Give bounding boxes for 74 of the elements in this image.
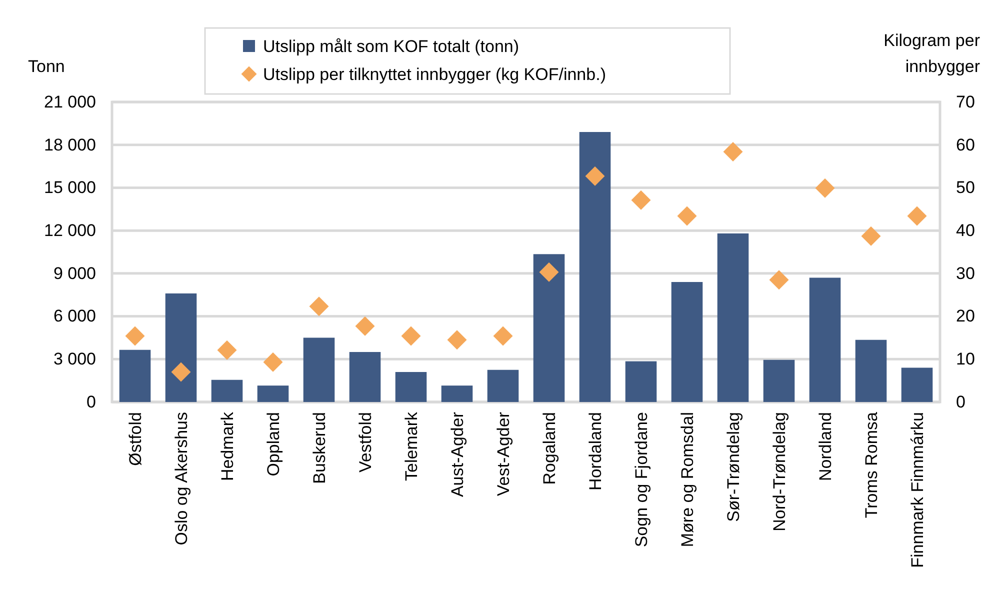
x-tick-label: Vest-Agder [494, 412, 513, 496]
bar [165, 293, 197, 402]
point [355, 316, 375, 336]
y2-tick-label: 20 [956, 306, 975, 326]
y2-tick-label: 40 [956, 221, 975, 240]
point [769, 270, 789, 290]
y2-tick-label: 30 [956, 264, 975, 283]
x-tick-label: Hordaland [586, 412, 605, 490]
bar [349, 352, 381, 402]
y-tick-label: 12 000 [44, 221, 96, 240]
bar [441, 386, 473, 402]
x-tick-label: Telemark [402, 412, 421, 481]
point [585, 166, 605, 186]
point [493, 326, 513, 346]
bar [257, 386, 289, 402]
y2-tick-label: 70 [956, 92, 975, 112]
point [401, 326, 421, 346]
bar [119, 350, 151, 402]
x-tick-label: Nordland [816, 412, 835, 481]
point [125, 326, 145, 346]
y-tick-label: 9 000 [53, 264, 96, 283]
y2-tick-label: 50 [956, 178, 975, 198]
point [861, 226, 881, 246]
bar [671, 282, 703, 402]
x-tick-label: Hedmark [218, 412, 237, 481]
x-tick-label: Troms Romsa [862, 411, 881, 518]
bar [901, 368, 933, 402]
point [309, 296, 329, 316]
y2-axis-title: Kilogram per innbygger [884, 31, 980, 76]
y-tick-label: 15 000 [44, 178, 96, 198]
x-tick-label: Østfold [126, 412, 145, 466]
bar [303, 338, 335, 402]
bar [855, 340, 887, 402]
bar [533, 254, 565, 402]
legend-label: Utslipp målt som KOF totalt (tonn) [263, 36, 520, 56]
y2-tick-label: 60 [956, 135, 975, 154]
y2-tick-label: 10 [956, 350, 975, 369]
point [907, 206, 927, 226]
x-tick-label: Aust-Agder [448, 412, 467, 498]
bar [717, 233, 749, 402]
x-tick-label: Sogn og Fjordane [632, 412, 651, 548]
y2-tick-label: 0 [956, 392, 966, 412]
point [815, 178, 835, 198]
bar [395, 372, 427, 402]
point [263, 352, 283, 372]
point [723, 142, 743, 162]
bar [625, 361, 657, 402]
point [171, 362, 191, 382]
x-tick-label: Oppland [264, 412, 283, 476]
x-tick-label: Vestfold [356, 412, 375, 472]
point [447, 330, 467, 350]
bar [579, 132, 611, 402]
y-tick-label: 21 000 [44, 92, 96, 112]
x-tick-label: Sør-Trøndelag [724, 412, 743, 522]
bar [809, 278, 841, 402]
x-tick-label: Buskerud [310, 412, 329, 484]
x-tick-label: Oslo og Akershus [172, 412, 191, 546]
y-tick-label: 3 000 [53, 350, 96, 369]
bar [487, 370, 519, 402]
point [217, 340, 237, 360]
point [539, 262, 559, 282]
bar [763, 360, 795, 402]
point [677, 206, 697, 226]
x-tick-label: Møre og Romsdal [678, 412, 697, 548]
y-tick-label: 18 000 [44, 135, 96, 154]
point [631, 190, 651, 210]
x-tick-label: Finnmark Finnmárku [908, 412, 927, 568]
y-axis-title: Tonn [28, 57, 65, 76]
bar [211, 380, 243, 402]
y-tick-label: 0 [86, 392, 96, 412]
x-tick-label: Nord-Trøndelag [770, 412, 789, 532]
legend-label: Utslipp per tilknyttet innbygger (kg KOF/innb.) [263, 64, 606, 84]
y-tick-label: 6 000 [53, 306, 96, 326]
x-tick-label: Rogaland [540, 412, 559, 485]
